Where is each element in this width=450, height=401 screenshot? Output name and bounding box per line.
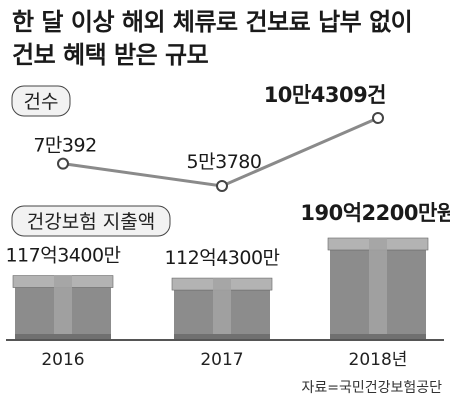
- chart-title: 한 달 이상 해외 체류로 건보료 납부 없이 건보 혜택 받은 규모: [12, 6, 413, 72]
- spending-bar-band-2016: [54, 275, 72, 340]
- x-tick-label-2017: 2017: [200, 350, 243, 370]
- spending-bar-band-2018년: [369, 238, 387, 340]
- series-label-count: 건수: [24, 91, 59, 113]
- spending-bar-band-2017: [213, 278, 231, 340]
- spending-data-label-2018년: 190억2200만원: [300, 201, 450, 225]
- count-point-2018년: [372, 112, 384, 124]
- title-line-1: 한 달 이상 해외 체류로 건보료 납부 없이: [12, 8, 413, 36]
- spending-data-label-2016: 117억3400만: [5, 245, 120, 267]
- x-tick-label-2018년: 2018년: [349, 350, 408, 370]
- title-line-2: 건보 혜택 받은 규모: [12, 41, 209, 69]
- spending-data-label-2017: 112억4300만: [164, 247, 279, 269]
- spending-bar-shadow-2018년: [330, 334, 426, 340]
- series-label-box-count: [11, 85, 71, 117]
- count-data-label-2016: 7만392: [33, 135, 96, 157]
- series-label-box-spending: [11, 205, 171, 237]
- count-point-2016: [57, 157, 69, 170]
- count-data-label-2017: 5만3780: [187, 151, 262, 173]
- x-tick-label-2016: 2016: [41, 350, 84, 370]
- series-label-spending: 건강보험 지출액: [27, 211, 155, 233]
- count-point-2017: [216, 180, 228, 192]
- spending-bar-shadow-2016: [15, 334, 111, 340]
- count-data-label-2018년: 10만4309건: [264, 83, 386, 107]
- spending-bar-shadow-2017: [174, 334, 270, 340]
- source-note: 자료=국민건강보험공단: [301, 380, 442, 396]
